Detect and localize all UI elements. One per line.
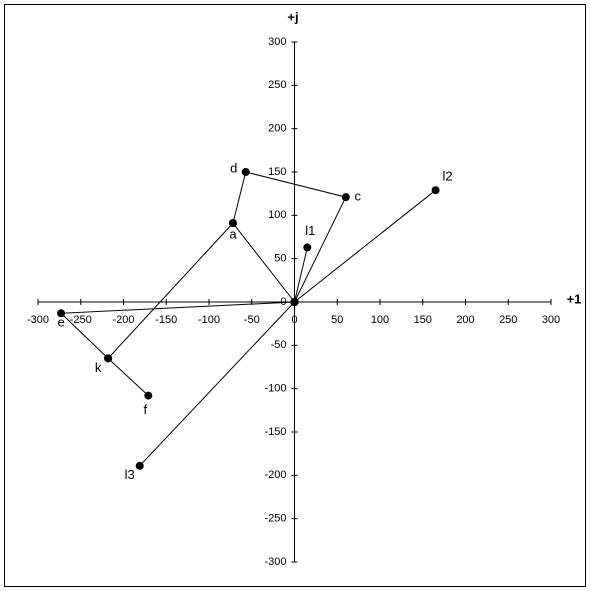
phasor-point <box>104 354 113 363</box>
point-label: f <box>143 402 147 417</box>
point-label: l2 <box>443 169 453 184</box>
y-tick-label: -100 <box>264 383 286 395</box>
phasor-point <box>241 168 250 176</box>
x-tick-label: 200 <box>456 314 474 326</box>
point-label: l1 <box>305 223 315 238</box>
y-axis-title: +j <box>287 9 298 24</box>
x-tick-label: 100 <box>371 314 389 326</box>
phasor-point <box>431 186 440 195</box>
x-tick-label: 0 <box>291 314 297 326</box>
y-tick-label: -200 <box>264 469 286 481</box>
y-tick-label: 0 <box>280 296 286 308</box>
x-tick-label: -50 <box>244 314 260 326</box>
point-label: l3 <box>125 467 135 482</box>
point-label: e <box>57 315 64 330</box>
x-tick-label: -200 <box>112 314 134 326</box>
phasor-point <box>144 391 153 400</box>
y-tick-label: 100 <box>268 209 286 221</box>
phasor-point <box>228 219 237 228</box>
y-tick-label: -300 <box>264 556 286 568</box>
x-tick-label: 50 <box>331 314 343 326</box>
x-tick-label: 250 <box>499 314 517 326</box>
x-tick-label: -300 <box>27 314 49 326</box>
y-tick-label: -50 <box>271 339 287 351</box>
x-tick-label: -150 <box>155 314 177 326</box>
phasor-point <box>341 193 350 202</box>
phasor-line <box>139 301 295 467</box>
phasor-line <box>107 222 234 359</box>
point-label: k <box>95 360 102 375</box>
phasor-point <box>303 243 312 252</box>
y-tick-label: -150 <box>264 426 286 438</box>
phasor-point <box>135 461 144 470</box>
phasor-line <box>294 189 436 303</box>
y-tick-label: 300 <box>268 36 286 48</box>
y-tick-label: -250 <box>264 513 286 525</box>
point-label: a <box>229 227 237 242</box>
phasor-point <box>290 298 299 306</box>
phasor-point <box>57 309 66 318</box>
y-tick-label: 150 <box>268 166 286 178</box>
x-tick-label: 300 <box>542 314 560 326</box>
y-tick-label: 200 <box>268 123 286 135</box>
x-tick-label: -250 <box>70 314 92 326</box>
x-tick-label: -100 <box>198 314 220 326</box>
x-axis-title: +1 <box>567 291 582 306</box>
y-tick-label: 250 <box>268 79 286 91</box>
phasor-line <box>59 301 295 396</box>
point-label: c <box>355 189 362 204</box>
phasor-line <box>294 247 308 303</box>
x-tick-label: 150 <box>414 314 432 326</box>
y-tick-label: 50 <box>274 253 286 265</box>
point-label: d <box>230 160 237 175</box>
